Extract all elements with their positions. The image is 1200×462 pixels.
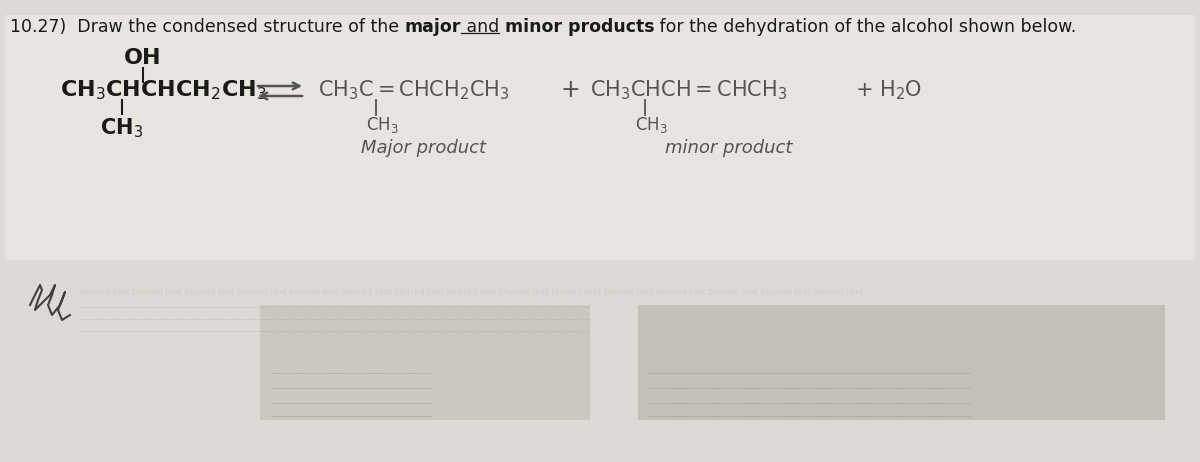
Text: for the dehydration of the alcohol shown below.: for the dehydration of the alcohol shown… [654,18,1076,36]
Text: blurred text blurred text blurred text blurred text blurred text blurred text bl: blurred text blurred text blurred text b… [80,288,863,297]
Text: Major product: Major product [361,139,486,157]
Text: ──────────────────────────────────────────────────────────────────────: ────────────────────────────────────────… [648,383,972,392]
FancyBboxPatch shape [638,305,1165,420]
Text: ───────────────────────────────────: ─────────────────────────────────── [270,368,432,377]
Text: ────────────────────────────────────────────────────────────────────────────────: ────────────────────────────────────────… [80,317,590,323]
Text: minor products: minor products [505,18,654,36]
Text: ───────────────────────────────────: ─────────────────────────────────── [270,383,432,392]
Text: and: and [461,18,499,36]
Text: ──────────────────────────────────────────────────────────────────────: ────────────────────────────────────────… [648,411,972,420]
Text: CH$_3$: CH$_3$ [366,115,398,135]
Text: ────────────────────────────────────────────────────────────────────────────────: ────────────────────────────────────────… [80,305,590,311]
Text: 10.27)  Draw the condensed structure of the: 10.27) Draw the condensed structure of t… [10,18,404,36]
Text: minor product: minor product [665,139,792,157]
Text: CH$_3$: CH$_3$ [635,115,667,135]
Text: CH$_3$C$=$CHCH$_2$CH$_3$: CH$_3$C$=$CHCH$_2$CH$_3$ [318,78,510,102]
Text: ───────────────────────────────────: ─────────────────────────────────── [270,411,432,420]
Text: ────────────────────────────────────────────────────────────────────────────────: ────────────────────────────────────────… [80,329,590,335]
Text: +: + [560,78,580,102]
Text: CH$_3$CHCHCH$_2$CH$_3$: CH$_3$CHCHCH$_2$CH$_3$ [60,78,266,102]
Text: CH$_3$CHCH$=$CHCH$_3$: CH$_3$CHCH$=$CHCH$_3$ [590,78,787,102]
Text: CH$_3$: CH$_3$ [100,116,143,140]
FancyBboxPatch shape [5,15,1195,260]
Text: OH: OH [125,48,162,68]
Text: ──────────────────────────────────────────────────────────────────────: ────────────────────────────────────────… [648,368,972,377]
Text: + H$_2$O: + H$_2$O [854,78,922,102]
Text: ───────────────────────────────────: ─────────────────────────────────── [270,398,432,407]
Text: ──────────────────────────────────────────────────────────────────────: ────────────────────────────────────────… [648,398,972,407]
Text: major: major [404,18,461,36]
FancyBboxPatch shape [260,305,590,420]
